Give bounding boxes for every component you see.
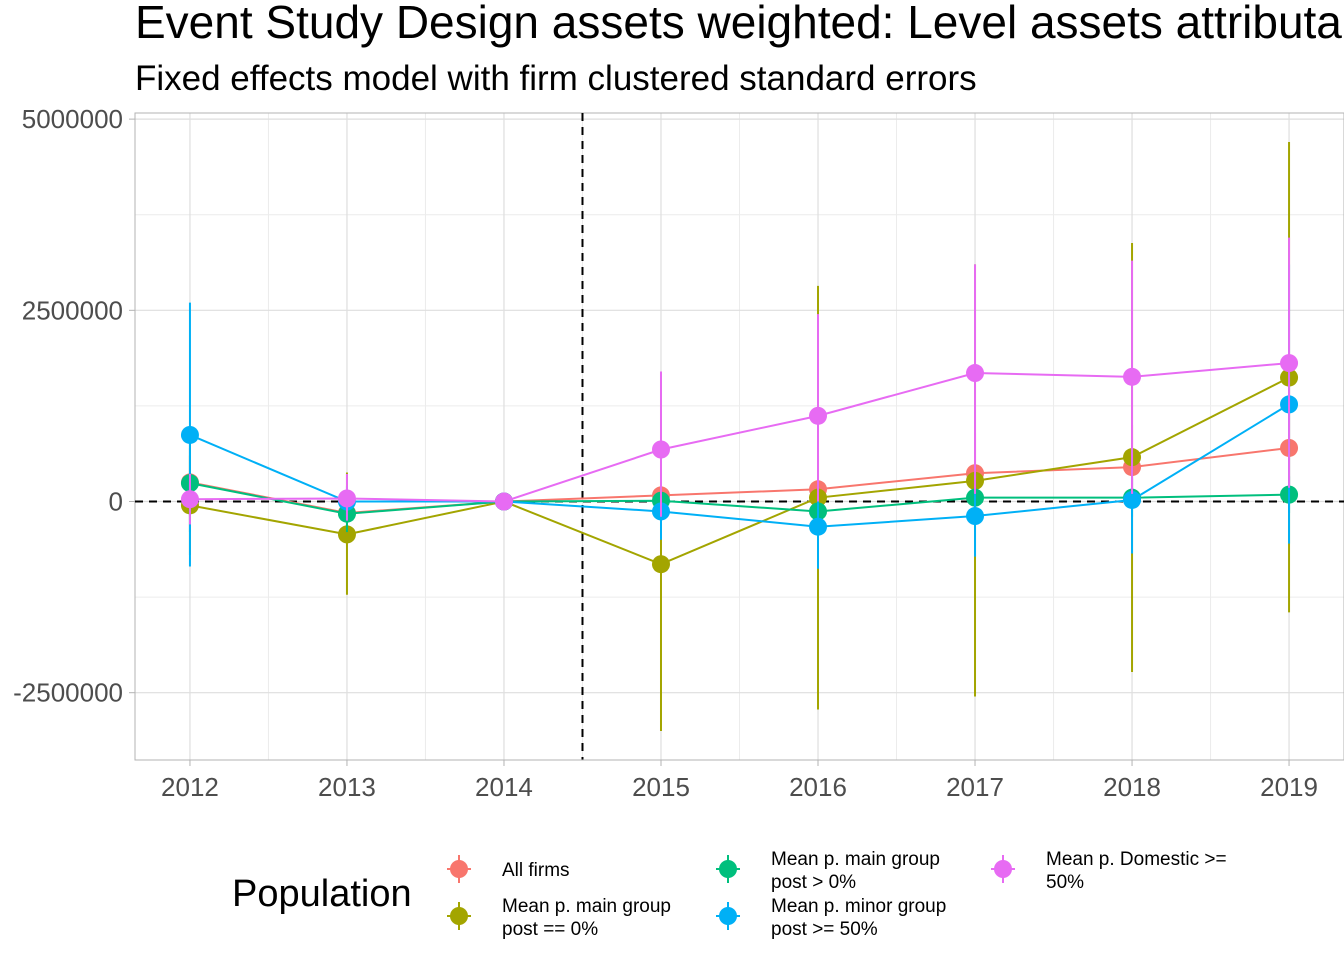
x-tick-label: 2015 bbox=[632, 772, 690, 802]
data-point bbox=[651, 440, 670, 459]
legend-key-dot bbox=[450, 860, 468, 878]
legend-label: Mean p. Domestic >= bbox=[1046, 849, 1227, 870]
data-point bbox=[494, 492, 513, 511]
data-point bbox=[1280, 354, 1299, 373]
chart-subtitle: Fixed effects model with firm clustered … bbox=[135, 59, 977, 98]
chart-title: Event Study Design assets weighted: Leve… bbox=[135, 0, 1344, 48]
y-tick-label: 5000000 bbox=[22, 104, 123, 134]
series-layer bbox=[180, 142, 1299, 731]
legend-item-1: All firms bbox=[447, 855, 570, 883]
data-point bbox=[966, 507, 985, 526]
y-tick-label: 0 bbox=[109, 487, 123, 517]
series-line bbox=[189, 362, 1290, 503]
x-tick-label: 2018 bbox=[1103, 772, 1161, 802]
legend-title: Population bbox=[232, 873, 412, 915]
data-point bbox=[1123, 367, 1142, 386]
legend-label: Mean p. main group bbox=[771, 849, 940, 870]
x-tick-label: 2019 bbox=[1260, 772, 1318, 802]
x-tick-label: 2013 bbox=[318, 772, 376, 802]
legend-key-dot bbox=[994, 860, 1012, 878]
series-line bbox=[189, 482, 1290, 515]
legend-label: Mean p. main group bbox=[502, 896, 671, 917]
legend-label: post > 0% bbox=[771, 872, 856, 893]
y-tick-label: -2500000 bbox=[13, 678, 123, 708]
data-point bbox=[651, 555, 670, 574]
data-point bbox=[337, 489, 356, 508]
data-point bbox=[966, 364, 985, 383]
series-line bbox=[189, 403, 1290, 528]
series-line bbox=[189, 376, 1290, 566]
legend-key-dot bbox=[719, 860, 737, 878]
data-point bbox=[337, 525, 356, 544]
legend-label: 50% bbox=[1046, 872, 1084, 893]
grid bbox=[135, 113, 1344, 760]
legend-label: post >= 50% bbox=[771, 919, 878, 940]
x-tick-label: 2014 bbox=[475, 772, 533, 802]
legend-key-dot bbox=[450, 907, 468, 925]
data-point bbox=[809, 517, 828, 536]
data-point bbox=[809, 406, 828, 425]
legend-item-5: Mean p. Domestic >=50% bbox=[991, 849, 1227, 893]
y-tick-label: 2500000 bbox=[22, 295, 123, 325]
x-tick-label: 2016 bbox=[789, 772, 847, 802]
legend-label: Mean p. minor group bbox=[771, 896, 946, 917]
x-tick-label: 2012 bbox=[161, 772, 219, 802]
data-point bbox=[1123, 490, 1142, 509]
legend-label: All firms bbox=[502, 860, 570, 881]
data-point bbox=[180, 490, 199, 509]
legend-label: post == 0% bbox=[502, 919, 598, 940]
legend-key-dot bbox=[719, 907, 737, 925]
axes: 2012 2013 2014 2015 2016 2017 2018 2019 5000000 2… bbox=[13, 104, 1344, 802]
series-5 bbox=[180, 237, 1299, 525]
reference-lines bbox=[135, 113, 1344, 760]
data-point bbox=[180, 425, 199, 444]
x-tick-label: 2017 bbox=[946, 772, 1004, 802]
